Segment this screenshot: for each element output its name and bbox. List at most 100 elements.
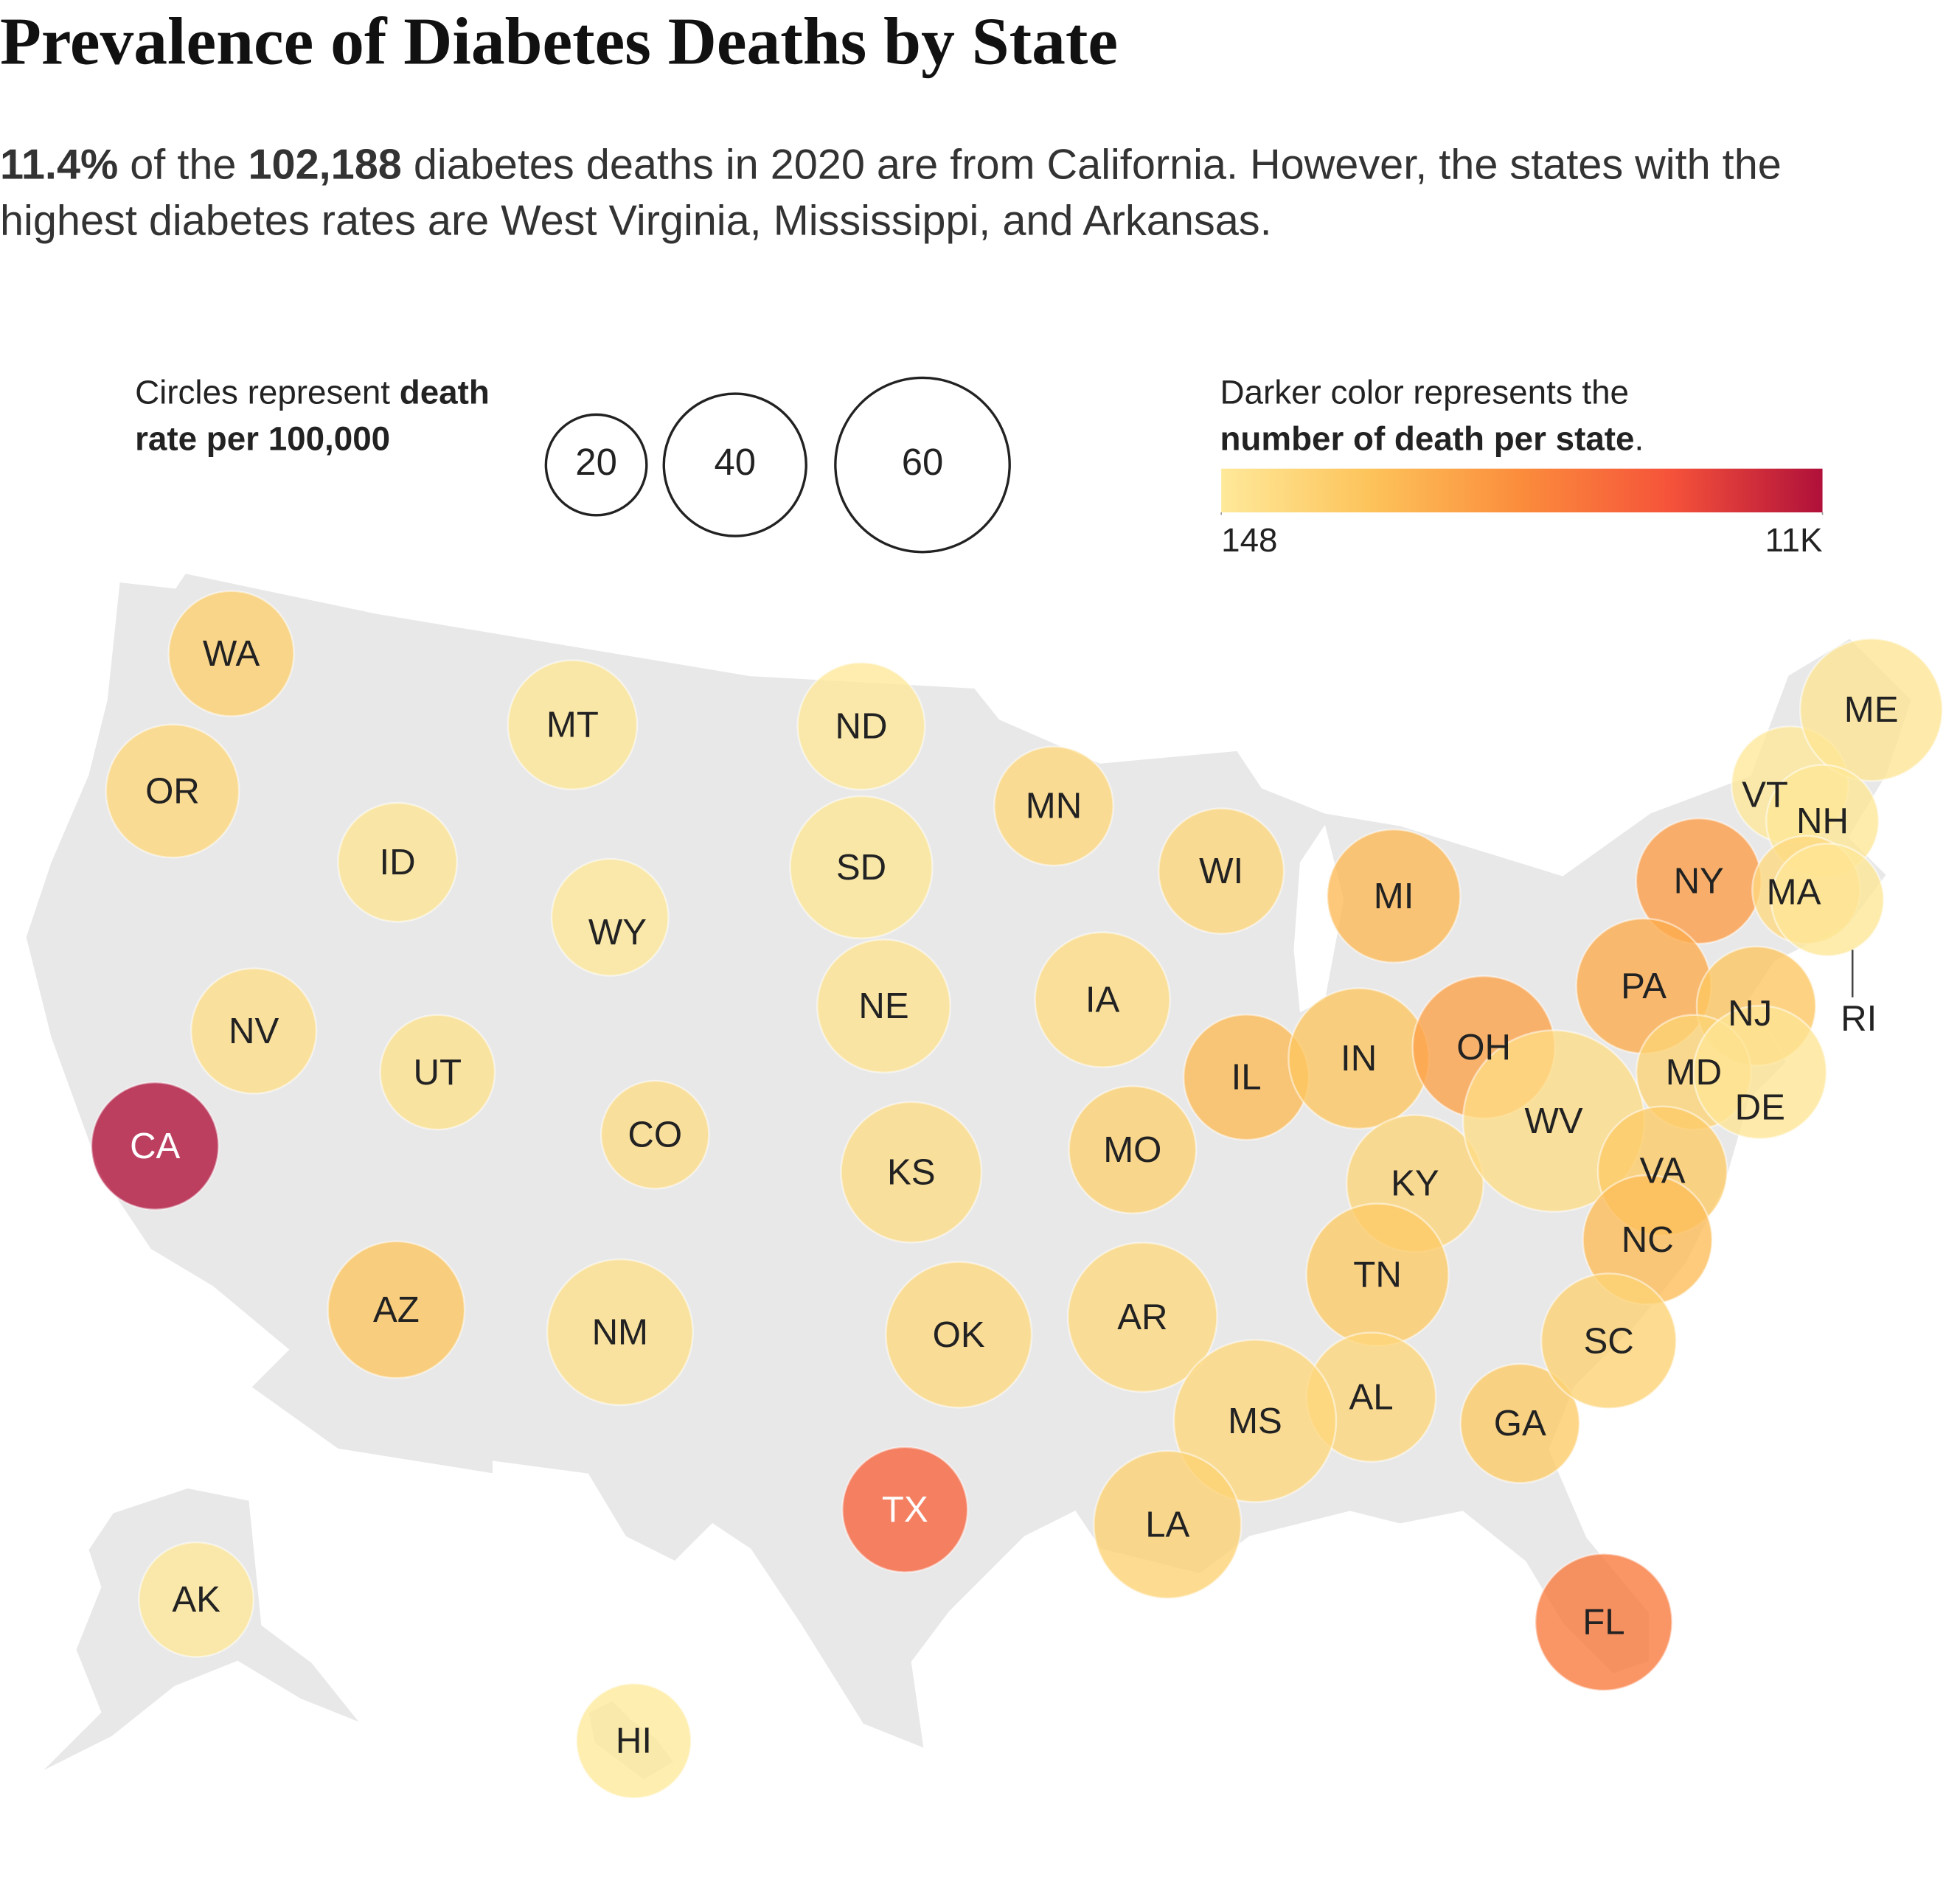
state-bubble bbox=[841, 1446, 969, 1573]
state-label: CO bbox=[628, 1115, 682, 1155]
state-bubble bbox=[840, 1101, 983, 1244]
state-label: NV bbox=[229, 1011, 279, 1051]
state-bubble bbox=[90, 1081, 220, 1211]
state-label: TX bbox=[882, 1490, 928, 1530]
state-label: CA bbox=[130, 1126, 180, 1166]
state-label: NY bbox=[1674, 861, 1724, 901]
state-label: LA bbox=[1145, 1505, 1189, 1545]
text-segment: Darker color represents the bbox=[1220, 373, 1630, 411]
text-segment: diabetes deaths in 2020 are from Califor… bbox=[0, 141, 1782, 245]
text-segment: Circles represent bbox=[135, 373, 400, 411]
state-label: MD bbox=[1666, 1053, 1722, 1093]
state-bubble bbox=[1068, 1084, 1198, 1215]
state-label: KS bbox=[887, 1152, 936, 1192]
state-label: SC bbox=[1584, 1321, 1634, 1361]
state-bubble bbox=[546, 1258, 694, 1407]
state-label: AR bbox=[1117, 1298, 1167, 1337]
state-label: SD bbox=[836, 848, 886, 888]
state-label: KY bbox=[1391, 1164, 1439, 1204]
text-segment: death rate per 100,000 bbox=[135, 373, 490, 458]
state-bubble bbox=[993, 745, 1115, 867]
state-label: UT bbox=[414, 1053, 462, 1093]
state-bubble bbox=[1326, 828, 1462, 964]
state-label: NH bbox=[1796, 801, 1849, 841]
state-bubble bbox=[1692, 1004, 1828, 1140]
size-legend-label: 60 bbox=[902, 441, 944, 483]
subtitle: 11.4% of the 102,188 diabetes deaths in … bbox=[0, 137, 1925, 250]
color-legend-bar bbox=[1221, 468, 1823, 513]
state-bubble bbox=[1034, 931, 1171, 1068]
state-bubble bbox=[550, 857, 670, 977]
text-segment: of the bbox=[118, 141, 249, 189]
state-bubble bbox=[1066, 1241, 1218, 1393]
state-bubble bbox=[1540, 1272, 1678, 1410]
state-label: IL bbox=[1231, 1058, 1262, 1098]
state-label: VA bbox=[1640, 1152, 1686, 1191]
state-bubble bbox=[507, 659, 639, 791]
state-label: MI bbox=[1374, 877, 1414, 916]
state-bubble bbox=[167, 590, 295, 717]
bubble-labels: WA OR MT ND MN ID SD WY WI MI NY VT ME NH MA RI NV UT NE IA… bbox=[130, 634, 1898, 1761]
state-bubble bbox=[1799, 638, 1944, 782]
size-legend-circle bbox=[834, 376, 1011, 554]
state-bubble bbox=[1172, 1339, 1338, 1503]
chart-title: Prevalence of Diabetes Deaths by State bbox=[0, 4, 1119, 79]
state-bubble bbox=[1157, 807, 1285, 935]
state-bubble bbox=[337, 801, 459, 923]
state-bubble bbox=[575, 1682, 692, 1800]
state-label: GA bbox=[1494, 1404, 1546, 1444]
state-label: DE bbox=[1735, 1087, 1785, 1127]
state-label: MN bbox=[1026, 787, 1082, 826]
state-label: OK bbox=[933, 1315, 985, 1355]
state-label: MT bbox=[546, 706, 599, 745]
color-legend bbox=[1221, 468, 1823, 513]
state-label: AK bbox=[172, 1580, 220, 1620]
state-label: WI bbox=[1199, 852, 1243, 891]
state-label: ME bbox=[1844, 690, 1899, 730]
size-legend-label: 20 bbox=[575, 441, 617, 483]
state-label: MS bbox=[1228, 1401, 1282, 1441]
state-label: IN bbox=[1341, 1039, 1377, 1079]
state-label: WA bbox=[203, 634, 260, 674]
state-label: OR bbox=[145, 771, 200, 811]
state-label: ND bbox=[835, 706, 887, 746]
color-legend-tick-label: 11K bbox=[1765, 521, 1823, 559]
state-bubble bbox=[190, 967, 318, 1095]
state-label: PA bbox=[1621, 967, 1667, 1006]
state-label: NE bbox=[858, 986, 908, 1026]
state-label: HI bbox=[616, 1721, 652, 1761]
state-label: MO bbox=[1103, 1130, 1161, 1170]
text-segment: 102,188 bbox=[248, 141, 402, 189]
state-bubble bbox=[105, 723, 240, 859]
size-legend-circle bbox=[544, 413, 648, 517]
state-label: OH bbox=[1456, 1028, 1511, 1068]
state-label: NJ bbox=[1728, 994, 1772, 1034]
state-label: WY bbox=[588, 913, 647, 953]
state-label: NM bbox=[592, 1312, 648, 1352]
color-legend-text: Darker color represents the number of de… bbox=[1220, 370, 1745, 462]
state-bubble bbox=[796, 661, 926, 791]
state-label: NC bbox=[1622, 1220, 1674, 1260]
state-label: VT bbox=[1742, 775, 1788, 815]
state-label: WV bbox=[1524, 1101, 1582, 1141]
state-label: MA bbox=[1767, 873, 1821, 913]
state-label: FL bbox=[1582, 1603, 1624, 1643]
state-bubble bbox=[1770, 842, 1885, 958]
state-label: AL bbox=[1349, 1378, 1394, 1418]
size-legend-circle bbox=[662, 392, 807, 537]
bubbles bbox=[90, 590, 1944, 1800]
state-bubble bbox=[789, 795, 934, 940]
state-bubble bbox=[379, 1014, 496, 1131]
state-label: ID bbox=[379, 843, 415, 882]
state-label: TN bbox=[1353, 1255, 1402, 1295]
state-bubble bbox=[600, 1079, 710, 1190]
state-bubble bbox=[1092, 1449, 1243, 1600]
size-legend-text: Circles represent death rate per 100,000 bbox=[135, 370, 535, 462]
state-bubble bbox=[1459, 1362, 1581, 1484]
text-segment: number of death per state bbox=[1220, 419, 1635, 458]
state-bubble bbox=[138, 1541, 255, 1658]
state-label: AZ bbox=[373, 1290, 420, 1330]
